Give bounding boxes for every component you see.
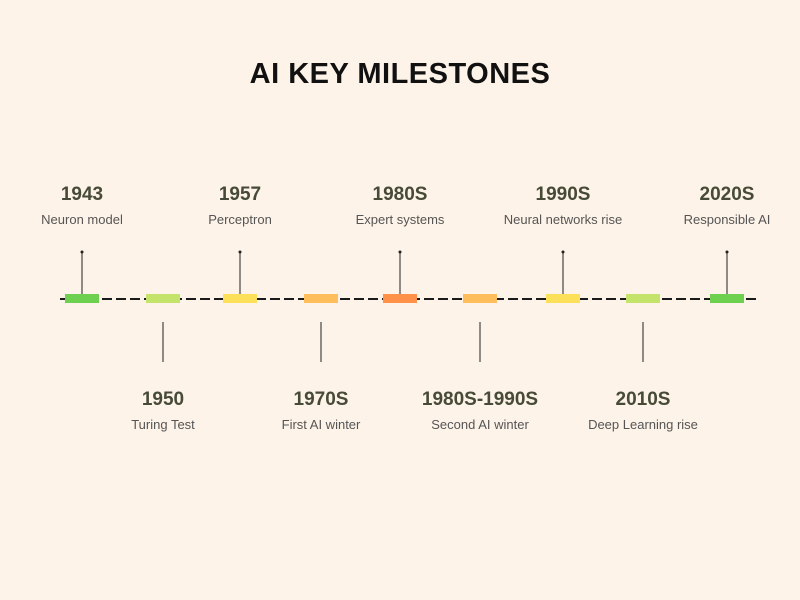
milestone-label: 1980S Expert systems <box>310 184 490 227</box>
milestone-marker <box>65 294 99 303</box>
milestone-description: Neural networks rise <box>503 212 623 227</box>
milestone-label: 2010S Deep Learning rise <box>553 389 733 432</box>
milestone-year: 1970S <box>293 389 349 410</box>
milestone-year: 2010S <box>615 389 671 410</box>
milestone-description: Turing Test <box>131 417 195 432</box>
milestone-marker <box>304 294 338 303</box>
milestone-description: Perceptron <box>208 212 272 227</box>
page-title: AI KEY MILESTONES <box>249 58 551 90</box>
milestone-year: 1957 <box>218 184 262 205</box>
milestone-label: 1990S Neural networks rise <box>473 184 653 227</box>
milestone-year: 1990S <box>535 184 591 205</box>
milestone-description: Expert systems <box>355 212 445 227</box>
milestone-year: 1980S-1990S <box>421 389 539 410</box>
milestone-description: Second AI winter <box>431 417 529 432</box>
milestone-label: 1957 Perceptron <box>150 184 330 227</box>
milestone-label: 1970S First AI winter <box>231 389 411 432</box>
milestone-marker <box>710 294 744 303</box>
milestone-label: 1980S-1990S Second AI winter <box>390 389 570 432</box>
milestone-marker <box>223 294 257 303</box>
milestone-description: Responsible AI <box>683 212 771 227</box>
milestone-label: 1950 Turing Test <box>73 389 253 432</box>
milestone-label: 1943 Neuron model <box>0 184 172 227</box>
milestone-marker <box>146 294 180 303</box>
milestone-description: Neuron model <box>41 212 123 227</box>
milestone-label: 2020S Responsible AI <box>637 184 800 227</box>
milestone-description: First AI winter <box>281 417 361 432</box>
milestone-year: 1950 <box>141 389 185 410</box>
milestone-marker <box>383 294 417 303</box>
milestone-marker <box>626 294 660 303</box>
milestone-year: 1943 <box>60 184 104 205</box>
milestone-year: 2020S <box>699 184 755 205</box>
milestone-year: 1980S <box>372 184 428 205</box>
milestone-marker <box>463 294 497 303</box>
milestone-description: Deep Learning rise <box>588 417 698 432</box>
milestone-marker <box>546 294 580 303</box>
